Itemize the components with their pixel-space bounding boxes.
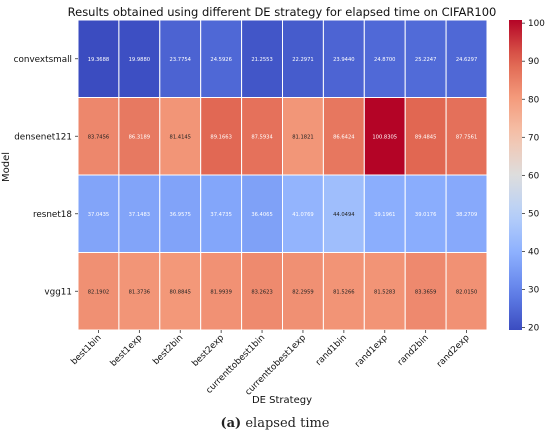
heatmap-cell (77, 174, 120, 253)
heatmap-chart: Results obtained using different DE stra… (1, 5, 545, 406)
heatmap-cell (445, 19, 488, 98)
heatmap-cell (159, 19, 202, 98)
cell-value-label: 81.3736 (129, 289, 150, 295)
cell-value-label: 24.8700 (374, 57, 395, 63)
cell-value-label: 21.2553 (251, 57, 272, 63)
y-tick-label: densenet121 (14, 132, 72, 142)
x-axis-ticks: best1bin best1exp best2bin best2expcurrentt… (69, 330, 472, 398)
colorbar-tick-label: 20 (528, 324, 540, 334)
heatmap-cell (282, 252, 324, 331)
y-tick-label: vgg11 (44, 287, 72, 297)
colorbar-tick-label: 90 (528, 57, 540, 67)
colorbar-tick-label: 70 (528, 133, 540, 143)
heatmap-cell (322, 174, 365, 253)
cell-value-label: 87.7561 (456, 134, 477, 140)
y-axis-label: Model (1, 152, 12, 182)
x-axis-label: DE Strategy (252, 395, 312, 406)
x-tick-label: best1exp (109, 333, 145, 369)
cell-value-label: 86.3189 (129, 134, 150, 140)
cell-value-label: 24.6297 (456, 57, 477, 63)
cell-value-label: 39.1961 (374, 212, 395, 218)
cell-value-label: 44.0494 (333, 212, 355, 218)
x-tick-label: rand1bin (314, 333, 349, 368)
cell-value-label: 81.9939 (210, 289, 231, 295)
x-tick-label: best1bin (69, 333, 103, 367)
heatmap-cell (363, 19, 406, 98)
colorbar-tick-label: 60 (528, 171, 540, 181)
heatmap-cell (404, 252, 447, 331)
cell-value-label: 81.5283 (374, 289, 395, 295)
cell-value-label: 19.3688 (88, 57, 109, 63)
heatmap-cell (241, 174, 284, 253)
cell-value-label: 36.9575 (170, 212, 191, 218)
y-axis-ticks: convextsmall densenet121 resnet18 vgg11 (14, 55, 78, 297)
x-tick-label: rand2exp (435, 333, 472, 370)
heatmap-cell (77, 19, 120, 98)
cell-value-label: 24.5926 (210, 57, 231, 63)
caption-text: elapsed time (245, 416, 330, 431)
heatmap-cell (445, 252, 488, 331)
cell-value-label: 37.0435 (88, 212, 109, 218)
y-tick-label: resnet18 (33, 210, 72, 220)
cell-value-label: 41.0769 (292, 212, 313, 218)
cell-value-label: 100.8305 (372, 134, 397, 140)
heatmap-cell (118, 174, 161, 253)
colorbar-tick-label: 40 (528, 247, 540, 257)
colorbar-tick-label: 80 (528, 95, 540, 105)
cell-value-label: 80.8845 (170, 289, 191, 295)
heatmap-cell (282, 97, 324, 176)
cell-value-label: 19.9880 (129, 57, 150, 63)
heatmap-cell (118, 19, 161, 98)
heatmap-cell (445, 97, 488, 176)
cell-value-label: 23.9440 (333, 57, 354, 63)
heatmap-cells: 19.3688 19.9880 23.7754 24.5926 21.2553 22.29… (77, 19, 488, 331)
cell-value-label: 81.5266 (333, 289, 354, 295)
heatmap-cell (363, 174, 406, 253)
heatmap-cell (77, 252, 120, 331)
heatmap-cell (322, 97, 365, 176)
cell-value-label: 83.7456 (88, 134, 109, 140)
cell-value-label: 82.1902 (88, 289, 109, 295)
cell-value-label: 25.2247 (415, 57, 436, 63)
colorbar-ticks: 20 30 40 50 60 70 80 90 100 (522, 19, 545, 334)
cell-value-label: 81.4145 (170, 134, 191, 140)
colorbar-tick-label: 50 (528, 209, 540, 219)
colorbar (509, 20, 522, 330)
cell-value-label: 83.2623 (251, 289, 272, 295)
cell-value-label: 37.1483 (129, 212, 150, 218)
heatmap-cell (200, 97, 243, 176)
x-tick-label: rand1exp (353, 333, 390, 370)
heatmap-cell (404, 174, 447, 253)
heatmap-cell (404, 97, 447, 176)
figure-caption: (a) elapsed time (0, 416, 550, 431)
cell-value-label: 87.5934 (251, 134, 273, 140)
cell-value-label: 86.6424 (333, 134, 355, 140)
cell-value-label: 83.3659 (415, 289, 436, 295)
cell-value-label: 82.2959 (292, 289, 313, 295)
cell-value-label: 23.7754 (170, 57, 192, 63)
colorbar-tick-label: 30 (528, 286, 540, 296)
cell-value-label: 37.4735 (210, 212, 231, 218)
x-tick-label: best2bin (151, 333, 185, 367)
x-tick-label: best2exp (190, 333, 226, 369)
heatmap-cell (118, 97, 161, 176)
cell-value-label: 22.2971 (292, 57, 313, 63)
x-tick-label: rand2bin (396, 333, 431, 368)
cell-value-label: 81.1821 (292, 134, 313, 140)
heatmap-cell (445, 174, 488, 253)
cell-value-label: 36.4065 (251, 212, 272, 218)
cell-value-label: 82.0150 (456, 289, 477, 295)
heatmap-cell (159, 174, 202, 253)
cell-value-label: 39.0176 (415, 212, 436, 218)
y-tick-label: convextsmall (14, 55, 72, 65)
cell-value-label: 89.4845 (415, 134, 436, 140)
heatmap-cell (282, 19, 324, 98)
cell-value-label: 89.1663 (210, 134, 231, 140)
colorbar-tick-label: 100 (528, 19, 545, 29)
caption-label: (a) (220, 416, 242, 431)
cell-value-label: 38.2709 (456, 212, 477, 218)
heatmap-cell (363, 97, 406, 176)
heatmap-cell (322, 252, 365, 331)
chart-title: Results obtained using different DE stra… (68, 5, 497, 19)
